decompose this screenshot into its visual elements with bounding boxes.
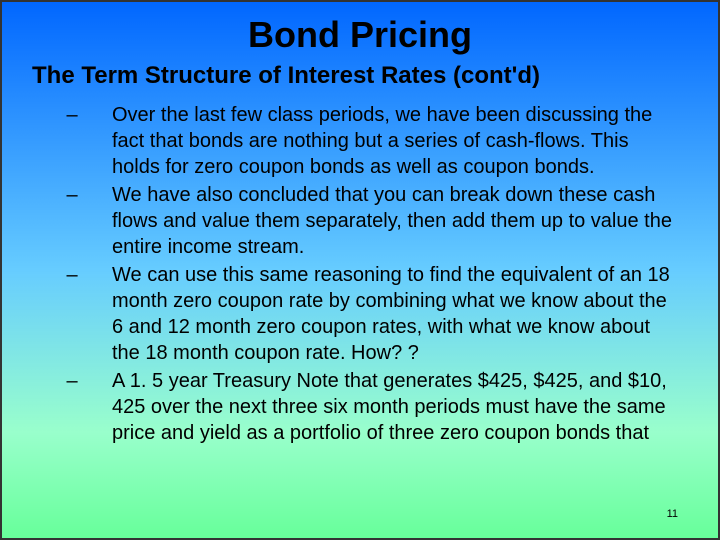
list-item: – A 1. 5 year Treasury Note that generat…	[32, 368, 688, 446]
slide-title: Bond Pricing	[2, 2, 718, 62]
bullet-dash: –	[32, 262, 112, 287]
bullet-dash: –	[32, 182, 112, 207]
bullet-dash: –	[32, 102, 112, 127]
bullet-text: We can use this same reasoning to find t…	[112, 262, 688, 366]
list-item: – We can use this same reasoning to find…	[32, 262, 688, 366]
bullet-list: – Over the last few class periods, we ha…	[2, 102, 718, 446]
list-item: – Over the last few class periods, we ha…	[32, 102, 688, 180]
bullet-text: A 1. 5 year Treasury Note that generates…	[112, 368, 688, 446]
slide-subtitle: The Term Structure of Interest Rates (co…	[2, 62, 718, 102]
list-item: – We have also concluded that you can br…	[32, 182, 688, 260]
bullet-text: We have also concluded that you can brea…	[112, 182, 688, 260]
page-number: 11	[667, 508, 678, 520]
bullet-dash: –	[32, 368, 112, 393]
bullet-text: Over the last few class periods, we have…	[112, 102, 688, 180]
